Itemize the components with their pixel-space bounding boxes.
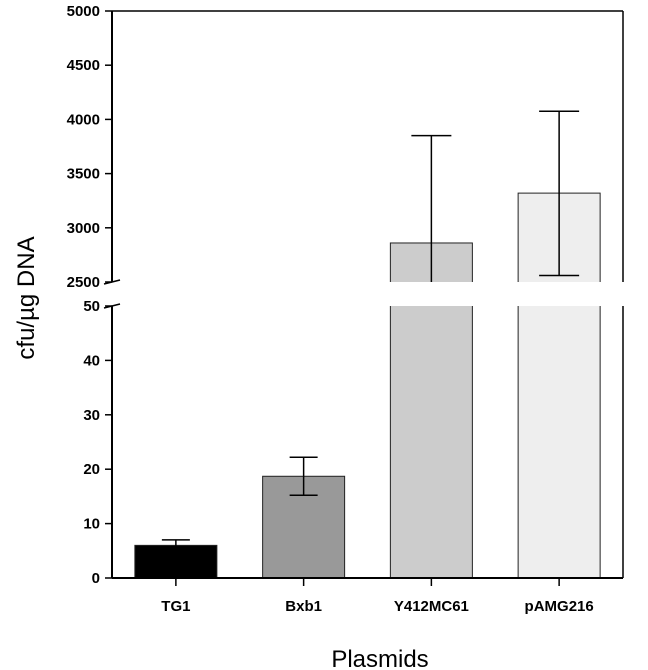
x-axis-title: Plasmids [331, 646, 428, 670]
y-axis-title: cfu/µg DNA [13, 236, 40, 359]
x-tick-label: pAMG216 [525, 598, 594, 615]
labels-layer: 0 10 20 30 40 50 2500 3000 3500 4000 4500 5000 TG1 Bx… [67, 3, 594, 615]
axis-break-gap [114, 282, 623, 306]
x-tick-label: Y412MC61 [394, 598, 469, 615]
y-tick-label: 20 [83, 461, 100, 478]
error-bars-layer [161, 110, 580, 552]
y-tick-label: 10 [83, 516, 100, 533]
y-tick-label: 3500 [67, 166, 100, 183]
y-tick-label: 3000 [67, 220, 100, 237]
y-tick-label: 5000 [67, 3, 100, 20]
break-mark-upper [103, 279, 121, 285]
y-tick-label: 4000 [67, 111, 100, 128]
y-tick-label: 4500 [67, 57, 100, 74]
break-mark-lower [103, 303, 121, 309]
error-bar-bxb1 [289, 456, 318, 497]
error-bar-pamg216 [539, 110, 580, 277]
bars-layer [134, 192, 601, 579]
error-bar-tg1 [161, 539, 190, 552]
y-tick-label: 30 [83, 407, 100, 424]
error-bar-y412mc61 [411, 134, 452, 282]
y-tick-label: 40 [83, 352, 100, 369]
axes-layer [105, 10, 624, 586]
axis-break-layer [103, 279, 623, 309]
x-tick-label: TG1 [161, 598, 190, 615]
y-tick-label: 50 [83, 298, 100, 315]
x-tick-label: Bxb1 [285, 598, 322, 615]
y-tick-label: 0 [92, 570, 100, 587]
y-tick-label: 2500 [67, 274, 100, 291]
